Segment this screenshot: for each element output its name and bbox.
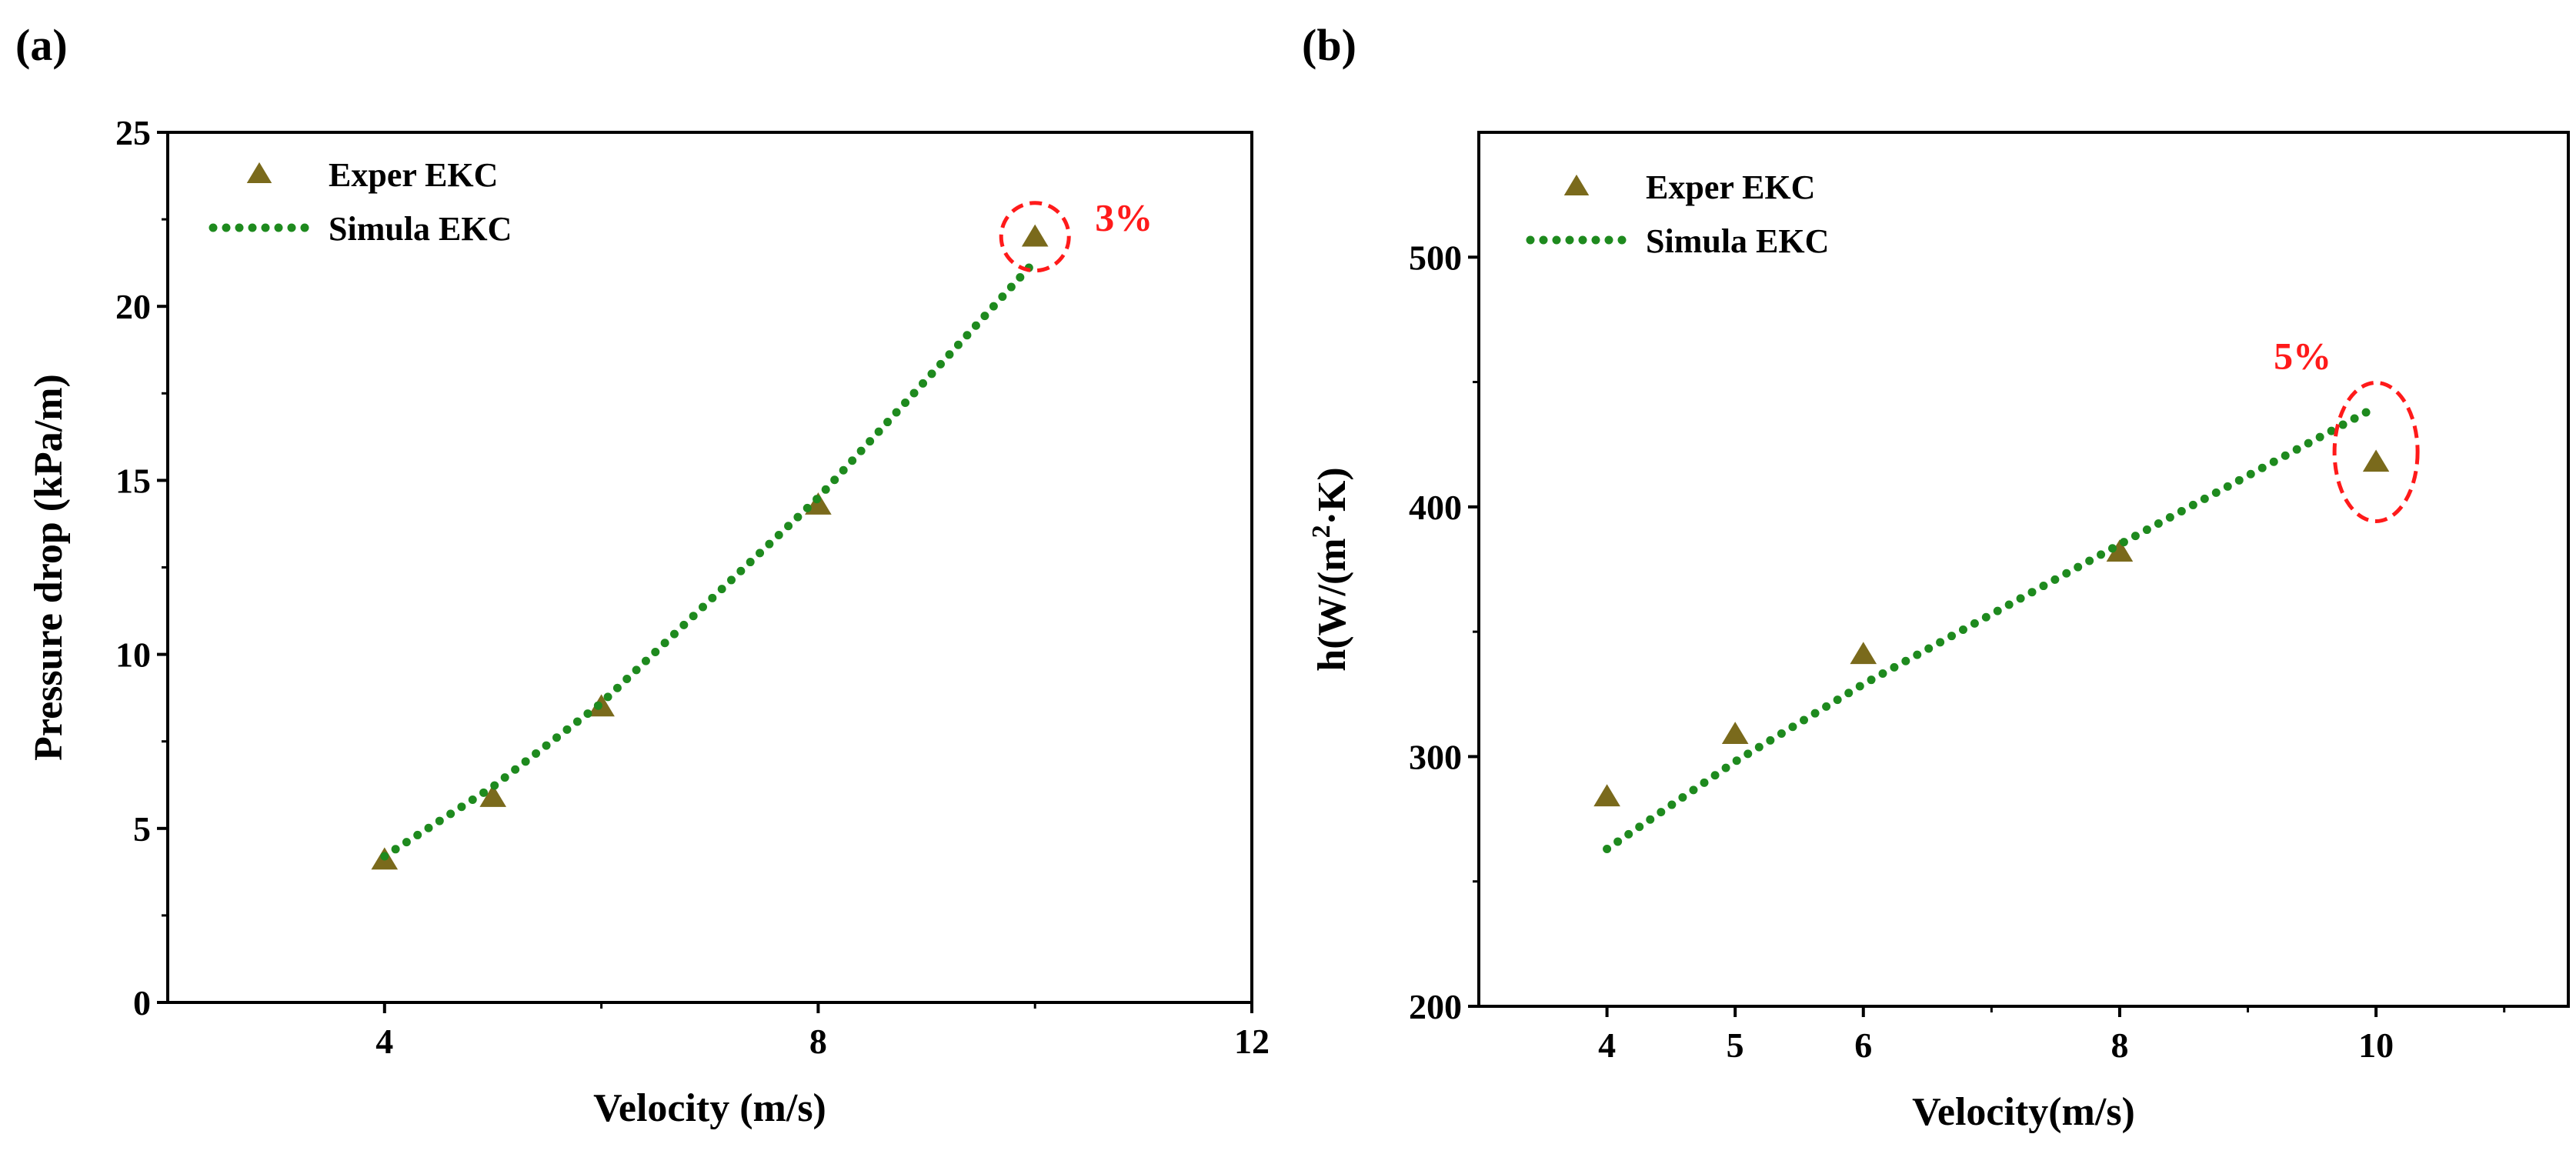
y-tick-label: 0 (133, 983, 151, 1022)
error-percentage-label: 5% (2274, 334, 2331, 377)
plot-frame (1477, 131, 2570, 1008)
experiment-data-point (1717, 717, 1753, 746)
x-tick-label: 6 (1854, 1026, 1872, 1065)
y-tick-label: 10 (115, 635, 151, 675)
legend-marker-experiment (242, 158, 276, 185)
y-tick-label: 400 (1409, 488, 1462, 527)
panel-label: (b) (1302, 20, 1356, 70)
x-tick-label: 5 (1727, 1026, 1744, 1065)
y-axis-title-superscript: 2 (1307, 525, 1336, 538)
y-tick-label: 25 (115, 113, 151, 152)
legend-label: Exper EKC (329, 156, 498, 194)
plot-frame (166, 131, 1253, 1004)
y-tick-label: 500 (1409, 238, 1462, 277)
panel-b-heat-transfer-chart: (b) 4 5 6 8 10 200 300 400 500 Velocity(m/s) h(W/(m… (1302, 20, 2570, 1134)
x-axis-title: Velocity(m/s) (1912, 1090, 2135, 1134)
legend-label: Simula EKC (1646, 222, 1829, 260)
x-tick-label: 4 (1598, 1026, 1616, 1065)
error-highlight-circle (999, 201, 1071, 273)
error-percentage-label: 3% (1095, 196, 1153, 239)
simulation-series-line (380, 256, 1039, 861)
x-tick-label: 4 (375, 1022, 393, 1061)
error-highlight-ellipse (2332, 380, 2420, 523)
experiment-data-point (1017, 219, 1053, 249)
x-tick-label: 8 (809, 1022, 827, 1061)
simulation-series-line (1603, 402, 2381, 854)
y-tick-label: 20 (115, 287, 151, 326)
y-tick-label: 200 (1409, 987, 1462, 1026)
legend: Exper EKC Simula EKC (1526, 168, 1829, 260)
y-axis-title: Pressure drop (kPa/m) (27, 374, 71, 761)
y-tick-label: 5 (133, 809, 151, 849)
legend: Exper EKC Simula EKC (209, 156, 512, 248)
legend-marker-experiment (1560, 170, 1593, 198)
y-tick-label: 15 (115, 461, 151, 500)
experiment-data-point (1589, 779, 1625, 809)
panel-label: (a) (15, 20, 68, 70)
legend-label: Exper EKC (1646, 168, 1815, 206)
y-axis-title-prefix: h(W/(m (1310, 538, 1354, 671)
x-tick-label: 12 (1234, 1022, 1270, 1061)
experiment-data-point (1846, 637, 1881, 667)
y-axis-title-suffix: ·K) (1310, 467, 1354, 525)
y-axis-title: h(W/(m2·K) (1307, 467, 1354, 671)
x-axis-title: Velocity (m/s) (593, 1086, 826, 1130)
panel-a-pressure-drop-chart: (a) 4 8 12 0 5 10 15 20 25 Velocity (m/s) Pressure … (15, 20, 1270, 1130)
x-tick-label: 8 (2111, 1026, 2128, 1065)
experiment-data-point (2358, 445, 2394, 475)
y-tick-label: 300 (1409, 737, 1462, 776)
legend-label: Simula EKC (329, 210, 512, 248)
x-tick-label: 10 (2358, 1026, 2394, 1065)
